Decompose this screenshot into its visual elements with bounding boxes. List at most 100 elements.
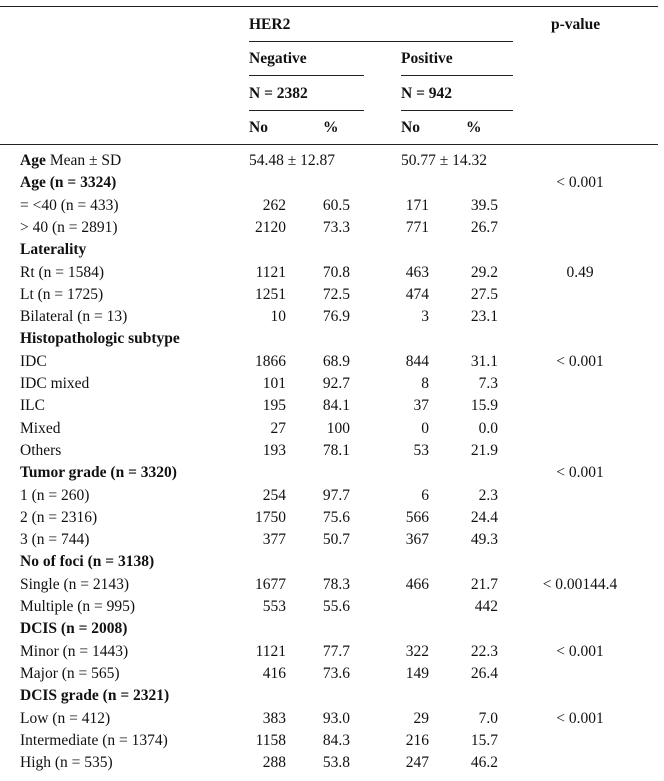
cell: 97.7 — [322, 486, 350, 504]
row-label: 3 (n = 744) — [20, 531, 90, 549]
cell: 288 — [262, 754, 286, 772]
rule — [249, 110, 364, 111]
rule — [249, 75, 364, 76]
cell: 50.77 ± 14.32 — [401, 152, 488, 169]
cell: 322 — [405, 642, 429, 660]
cell: 2120 — [255, 218, 286, 236]
cell: 26.7 — [470, 218, 498, 236]
row-label: Tumor grade (n = 3320) — [20, 464, 177, 482]
cell: 73.6 — [322, 664, 350, 682]
cell: 60.5 — [322, 196, 350, 214]
cell: 68.9 — [322, 352, 350, 370]
cell: 193 — [262, 441, 286, 459]
cell: 70.8 — [322, 263, 350, 281]
negative-header: Negative — [249, 50, 307, 67]
cell: 771 — [405, 218, 429, 236]
cell: 92.7 — [322, 375, 350, 392]
cell: 53.8 — [322, 754, 350, 772]
cell: 37 — [413, 397, 430, 415]
row-label: Age (n = 3324) — [20, 174, 117, 192]
cell: 24.4 — [470, 508, 498, 526]
sub-header: No — [401, 119, 420, 136]
row-label: DCIS (n = 2008) — [20, 620, 128, 638]
cell: 0 — [421, 419, 429, 437]
cell: 7.0 — [478, 709, 498, 727]
cell: 553 — [262, 598, 286, 615]
row-label: Laterality — [20, 241, 87, 259]
p-value: < 0.001 — [556, 464, 604, 482]
row-label: No of foci (n = 3138) — [20, 553, 155, 571]
cell: 1158 — [255, 731, 286, 749]
cell: 75.6 — [322, 508, 350, 526]
cell: 78.3 — [322, 575, 350, 593]
cell: 84.1 — [322, 397, 350, 415]
cell: 100 — [326, 419, 350, 437]
row-label: = <40 (n = 433) — [20, 196, 119, 214]
p-value: < 0.001 — [556, 174, 604, 192]
cell: 171 — [405, 196, 429, 214]
cell: 46.2 — [470, 754, 498, 772]
cell: 21.9 — [470, 441, 498, 459]
cell: 442 — [474, 598, 498, 615]
cell: 474 — [405, 285, 429, 303]
row-label: Minor (n = 1443) — [20, 642, 129, 660]
row-label: Histopathologic subtype — [20, 330, 180, 348]
cell: 29 — [413, 709, 430, 727]
p-value: < 0.001 — [556, 642, 604, 660]
group-header: HER2 — [249, 16, 291, 33]
cell: 367 — [405, 531, 429, 549]
cell: 1121 — [255, 642, 286, 660]
cell: 23.1 — [470, 308, 498, 326]
cell: 195 — [262, 397, 286, 415]
row-label: ILC — [20, 397, 45, 415]
cell: 15.9 — [470, 397, 498, 415]
cell: 254 — [262, 486, 286, 504]
cell: 39.5 — [470, 196, 498, 214]
cell: 77.7 — [322, 642, 350, 660]
cell: 216 — [405, 731, 429, 749]
p-value: < 0.001 — [556, 352, 604, 370]
cell: 78.1 — [322, 441, 350, 459]
row-label: Mixed — [20, 419, 61, 437]
row-label: > 40 (n = 2891) — [20, 218, 118, 236]
rule — [0, 144, 658, 145]
cell: 101 — [262, 375, 286, 392]
cell: 73.3 — [322, 218, 350, 236]
cell: 26.4 — [470, 664, 498, 682]
cell: 383 — [262, 709, 286, 727]
rule — [401, 75, 513, 76]
row-label: Intermediate (n = 1374) — [20, 731, 168, 749]
positive-header: Positive — [401, 50, 453, 67]
cell: 8 — [421, 375, 429, 392]
cell: 262 — [262, 196, 286, 214]
row-label: Single (n = 2143) — [20, 575, 130, 593]
cell: 55.6 — [322, 598, 350, 615]
row-label: 2 (n = 2316) — [20, 508, 98, 526]
cell: 416 — [262, 664, 286, 682]
row-label: Major (n = 565) — [20, 664, 120, 682]
cell: 21.7 — [470, 575, 498, 593]
cell: 2.3 — [478, 486, 498, 504]
cell: 3 — [421, 308, 429, 326]
cell: 7.3 — [478, 375, 498, 392]
rule — [0, 6, 658, 7]
cell: 76.9 — [322, 308, 350, 326]
rule — [401, 110, 513, 111]
p-value: < 0.001 — [556, 709, 604, 727]
cell: 6 — [421, 486, 429, 504]
cell: 93.0 — [322, 709, 350, 727]
cell: 1121 — [255, 263, 286, 281]
p-value: 0.49 — [566, 263, 594, 281]
pvalue-header: p-value — [551, 16, 601, 33]
row-label: DCIS grade (n = 2321) — [20, 687, 170, 705]
p-value: < 0.00144.4 — [542, 575, 618, 593]
row-label: Bilateral (n = 13) — [20, 308, 128, 326]
cell: 566 — [405, 508, 429, 526]
cell: 1866 — [255, 352, 286, 370]
cell: 0.0 — [478, 419, 498, 437]
cell: 463 — [405, 263, 429, 281]
cell: 377 — [262, 531, 286, 549]
row-label: Rt (n = 1584) — [20, 263, 105, 281]
cell: 15.7 — [470, 731, 498, 749]
pos-n: N = 942 — [401, 85, 453, 102]
